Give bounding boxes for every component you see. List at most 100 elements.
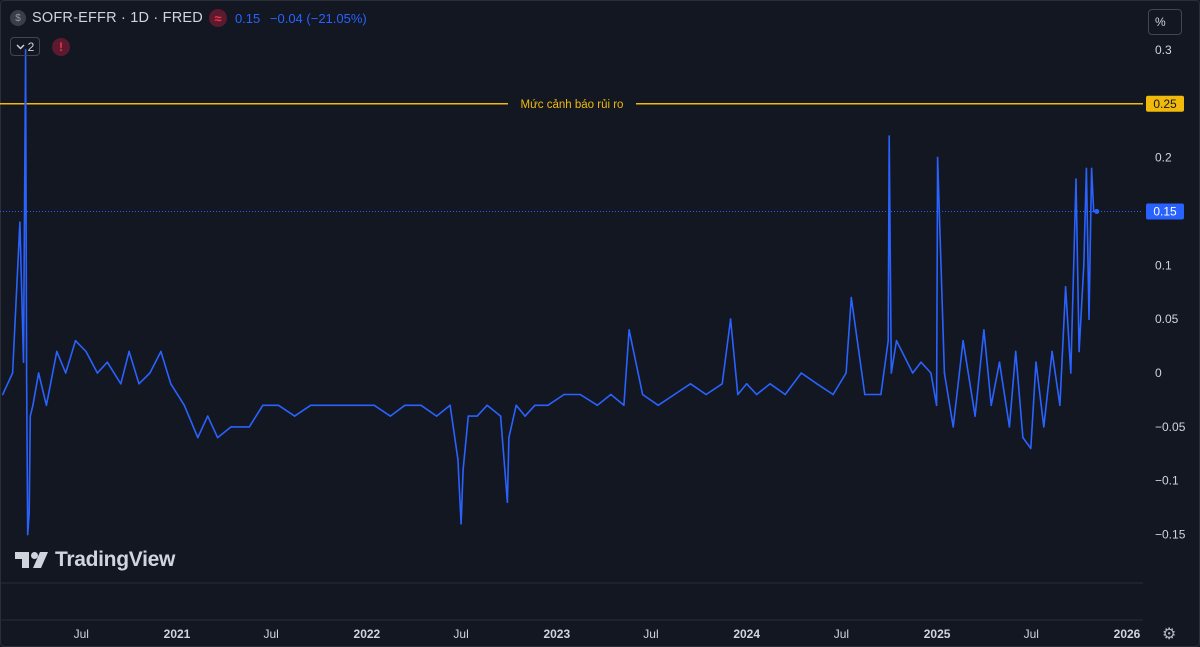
data-point <box>457 458 459 460</box>
data-point <box>45 404 48 407</box>
data-point <box>325 404 328 407</box>
data-point <box>449 404 451 407</box>
data-point <box>1078 350 1080 353</box>
data-point <box>974 415 976 417</box>
data-series-line[interactable] <box>1 49 1095 536</box>
data-point <box>990 404 993 407</box>
data-point <box>28 512 31 514</box>
data-point <box>1022 436 1024 439</box>
data-point <box>169 382 172 385</box>
data-point <box>1070 372 1072 374</box>
data-point <box>850 296 853 299</box>
data-point <box>293 415 296 417</box>
settings-gear-icon[interactable]: ⚙ <box>1162 626 1177 643</box>
data-point <box>1085 167 1088 170</box>
chevron-down-icon <box>16 44 25 49</box>
data-point <box>508 436 510 439</box>
collapse-indicators-button[interactable]: 2 <box>10 37 40 56</box>
x-tick-label: 2023 <box>543 627 570 641</box>
data-point <box>596 404 599 407</box>
data-point <box>863 393 866 396</box>
data-point <box>339 404 341 407</box>
data-point <box>216 436 219 439</box>
data-point <box>547 404 549 407</box>
indicator-count: 2 <box>27 39 35 54</box>
data-point <box>32 404 34 407</box>
currency-icon: $ <box>10 10 26 26</box>
data-point <box>26 533 29 536</box>
data-point <box>22 361 25 364</box>
data-point <box>476 415 478 417</box>
data-point <box>106 361 109 364</box>
alert-axis-label: 0.25 <box>1153 97 1177 111</box>
x-tick-label: 2026 <box>1114 627 1141 641</box>
data-point <box>1059 404 1061 407</box>
data-point <box>935 404 938 407</box>
data-point <box>499 415 502 417</box>
data-point <box>64 372 67 374</box>
data-point <box>936 156 939 159</box>
chart-header: $ SOFR-EFFR · 1D · FRED ≈ 0.15 −0.04 (−2… <box>10 9 373 27</box>
change-value: −0.04 (−21.05%) <box>269 10 367 26</box>
data-point <box>673 393 676 396</box>
data-point <box>1083 264 1085 267</box>
data-point <box>920 361 922 364</box>
x-tick-label: Jul <box>453 627 468 641</box>
data-point <box>998 361 1001 364</box>
data-point <box>1075 178 1077 180</box>
data-point <box>1064 286 1067 288</box>
x-tick-label: 2025 <box>924 627 951 641</box>
data-point <box>435 415 438 417</box>
y-tick-label: 0.05 <box>1155 312 1179 326</box>
data-point <box>1042 426 1045 428</box>
data-point <box>197 436 199 439</box>
tradingview-logo-icon <box>15 552 48 568</box>
data-point <box>1008 426 1011 428</box>
y-tick-label: 0.2 <box>1155 151 1172 165</box>
data-point <box>705 393 707 396</box>
data-point <box>160 350 162 353</box>
percent-scale-button[interactable]: % <box>1148 9 1182 35</box>
data-point <box>183 404 186 407</box>
data-point <box>25 372 28 374</box>
last-value-badge <box>1146 203 1184 220</box>
source-icon[interactable]: ≈ <box>208 9 227 27</box>
data-point <box>128 350 130 353</box>
warning-icon[interactable]: ! <box>52 37 70 56</box>
data-point <box>911 372 914 374</box>
data-point <box>373 404 375 407</box>
data-point <box>880 393 882 396</box>
data-point <box>1051 350 1053 353</box>
data-point <box>563 393 565 396</box>
data-point <box>745 382 748 385</box>
data-point <box>943 372 946 374</box>
data-point <box>24 49 27 51</box>
last-value: 0.15 <box>234 10 261 26</box>
chart-title[interactable]: SOFR-EFFR · 1D · FRED <box>32 10 203 26</box>
data-point <box>1014 350 1017 353</box>
data-point <box>309 404 312 407</box>
y-tick-label: −0.05 <box>1155 420 1186 434</box>
x-tick-label: 2021 <box>164 627 191 641</box>
data-point <box>462 469 464 471</box>
data-point <box>460 522 462 525</box>
data-point <box>515 404 518 407</box>
logo-text: TradingView <box>55 548 176 571</box>
data-point <box>729 318 732 320</box>
y-tick-label: 0.3 <box>1155 43 1172 57</box>
data-point <box>1029 447 1032 450</box>
x-tick-label: 2022 <box>354 627 381 641</box>
data-point <box>784 393 786 396</box>
data-point <box>11 372 14 374</box>
data-point <box>641 393 644 396</box>
x-tick-label: 2024 <box>733 627 760 641</box>
data-point <box>534 404 536 407</box>
data-point <box>524 415 526 417</box>
indicator-row: 2 ! <box>10 37 70 56</box>
data-point <box>1088 318 1090 320</box>
x-tick-label: Jul <box>263 627 278 641</box>
data-point <box>800 372 803 374</box>
data-point <box>1035 361 1037 364</box>
data-point <box>120 382 122 385</box>
